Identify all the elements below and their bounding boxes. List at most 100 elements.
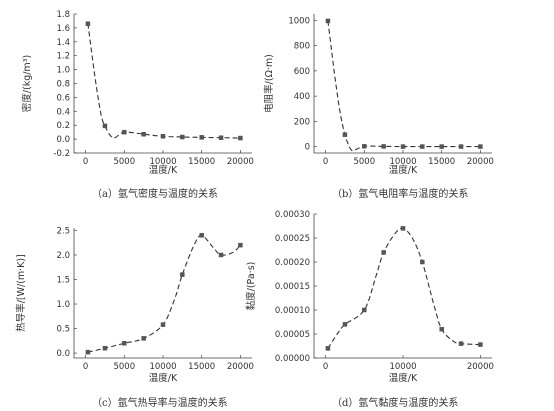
y-tick-label: 0.2 <box>56 121 70 131</box>
x-axis-title: 温度/K <box>389 164 418 176</box>
y-tick-label: 200 <box>294 117 310 127</box>
x-axis-title: 温度/K <box>149 164 178 176</box>
series-line-1 <box>327 227 481 349</box>
y-axis-title: 密度/(kg/m³) <box>21 55 33 112</box>
x-tick-label: 20000 <box>467 362 494 372</box>
data-point <box>180 272 185 277</box>
x-tick-label: 10000 <box>389 362 416 372</box>
y-tick-label: 2.0 <box>56 251 70 261</box>
y-tick-label: 0.00010 <box>275 306 310 316</box>
y-tick-label: 0.0 <box>56 135 70 145</box>
y-tick-label: 0.6 <box>56 93 70 103</box>
y-tick-label: 0.8 <box>56 80 70 90</box>
y-tick-label: 400 <box>294 92 310 102</box>
x-tick-label: 10000 <box>149 157 176 167</box>
x-tick-label: 10000 <box>149 362 176 372</box>
y-tick-label: 0.00020 <box>275 258 310 268</box>
data-point <box>141 336 146 341</box>
axis-frame <box>313 14 492 154</box>
x-tick-label: 20000 <box>227 362 254 372</box>
x-tick-label: 0 <box>323 157 328 167</box>
data-point <box>362 144 367 149</box>
data-point <box>420 144 425 149</box>
y-axis-title: 电阻率/(Ω·m) <box>263 54 275 113</box>
caption-b: （b）氩气电阻率与温度的关系 <box>332 189 469 200</box>
data-point <box>85 21 91 26</box>
y-tick-label: 1.2 <box>56 52 70 62</box>
y-axis-title: 热导率/[W/(m·K)] <box>15 254 27 332</box>
data-point <box>325 346 331 351</box>
data-point <box>238 135 243 141</box>
data-point <box>381 144 386 149</box>
chart-panel-3: 0.0 0.5 1.0 1.5 2.0 2.5 0 5000 10000 15000 20000 温度… <box>15 226 254 384</box>
y-tick-label: 0.00000 <box>275 354 310 364</box>
x-axis-title: 温度/K <box>389 372 418 384</box>
x-tick-label: 10000 <box>389 157 416 167</box>
y-tick-label: 1000 <box>288 16 310 26</box>
x-tick-label: 20000 <box>467 157 494 167</box>
y-tick-label: 0.00005 <box>275 330 310 340</box>
data-point <box>218 252 224 258</box>
data-point <box>180 134 185 140</box>
y-tick-label: 0.0 <box>56 349 70 359</box>
data-point <box>325 18 331 24</box>
data-point <box>362 307 367 313</box>
y-tick-label: 1.6 <box>56 24 70 34</box>
axis-frame <box>313 214 492 359</box>
data-point <box>218 135 224 140</box>
y-axis-title: 黏度/(Pa·s) <box>245 262 257 311</box>
data-point <box>122 129 127 135</box>
data-point <box>478 342 483 347</box>
y-tick-label: 0.4 <box>56 107 70 117</box>
y-tick-label: 800 <box>294 42 310 52</box>
data-point <box>102 123 108 129</box>
series-line-1 <box>327 20 481 152</box>
y-tick-label: 0.00015 <box>275 282 310 292</box>
x-tick-label: 20000 <box>227 157 254 167</box>
data-point <box>238 242 243 248</box>
chart-panel-1: -0.2 0.0 0.2 0.4 0.6 0.8 1.0 1.2 1.4 1.6 1.8 0 5000 1… <box>21 10 254 176</box>
data-point <box>342 132 348 137</box>
caption-d: （d）氩气黏度与温度的关系 <box>332 398 459 409</box>
data-point <box>85 349 91 355</box>
data-point <box>458 144 464 149</box>
data-point <box>420 259 425 265</box>
x-tick-label: 5000 <box>353 157 375 167</box>
axis-frame <box>73 228 252 359</box>
x-tick-label: 15000 <box>428 157 455 167</box>
data-point <box>439 144 444 149</box>
y-tick-label: 1.0 <box>56 66 70 76</box>
series-line-1 <box>87 234 241 353</box>
series-line-1 <box>87 23 241 139</box>
y-tick-label: 0.5 <box>56 325 70 335</box>
y-tick-label: 600 <box>294 67 310 77</box>
data-point <box>160 134 166 139</box>
x-tick-label: 15000 <box>188 157 215 167</box>
x-axis-title: 温度/K <box>149 372 178 384</box>
data-point <box>160 322 166 327</box>
x-tick-label: 5000 <box>113 362 135 372</box>
data-point <box>381 250 386 255</box>
y-tick-label: 0 <box>305 143 310 153</box>
caption-c: （c）氩气热导率与温度的关系 <box>92 398 228 409</box>
data-point <box>141 131 146 137</box>
y-tick-label: 1.5 <box>56 276 70 286</box>
chart-panel-4: 0.00000 0.00005 0.00010 0.00015 0.00020 0.000… <box>245 210 494 384</box>
y-tick-label: 1.0 <box>56 300 70 310</box>
x-tick-label: 15000 <box>188 362 215 372</box>
y-tick-label: 1.8 <box>56 10 70 20</box>
y-tick-label: 0.00030 <box>275 210 310 220</box>
y-tick-label: -0.2 <box>53 149 70 159</box>
data-point <box>458 341 464 346</box>
data-point <box>342 322 348 327</box>
data-point <box>199 135 204 140</box>
axis-frame <box>73 14 252 154</box>
data-point <box>400 144 406 149</box>
data-point <box>122 341 127 346</box>
data-point <box>439 326 444 332</box>
x-tick-label: 0 <box>83 157 88 167</box>
caption-a: （a）氩气密度与温度的关系 <box>92 189 218 200</box>
y-tick-label: 1.4 <box>56 38 70 48</box>
